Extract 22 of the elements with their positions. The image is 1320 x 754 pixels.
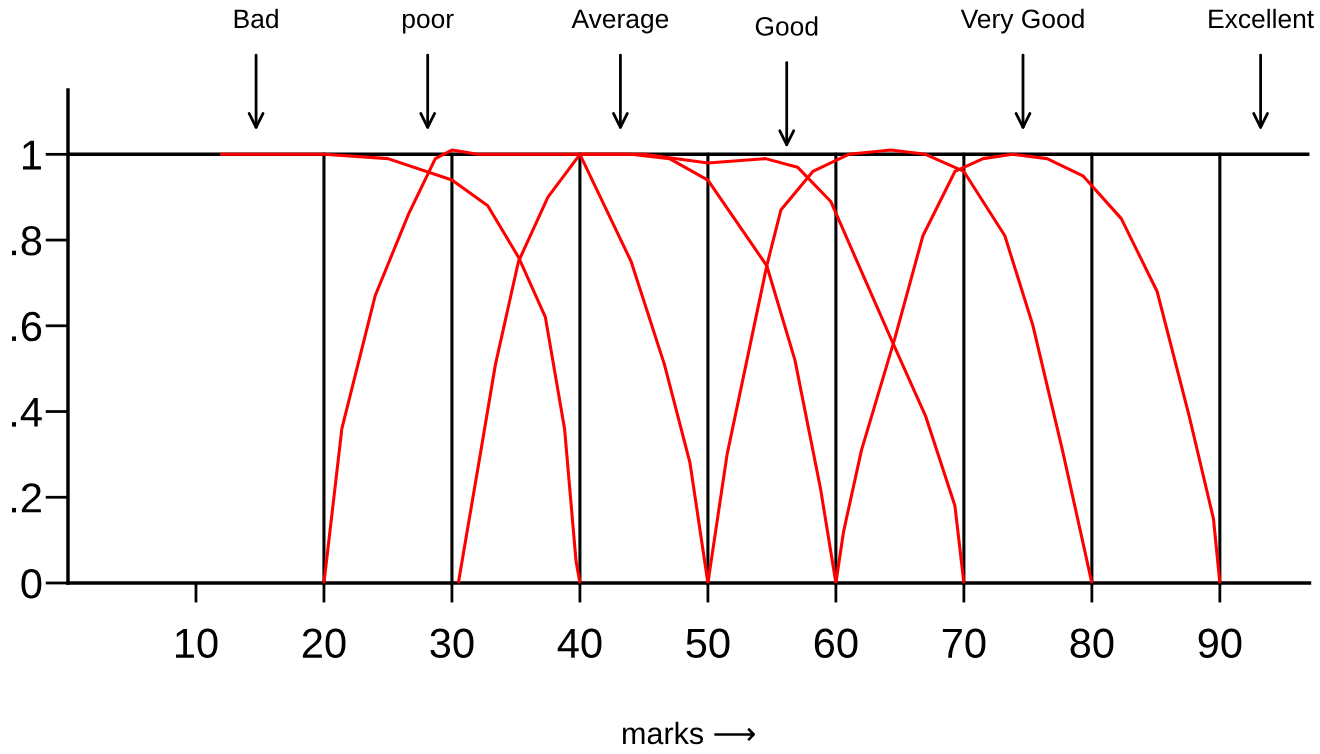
y-tick-label: .4 <box>12 397 42 427</box>
x-tick-label: 40 <box>557 628 602 659</box>
x-tick-label: 50 <box>686 628 730 659</box>
x-tick-label: 10 <box>175 628 218 659</box>
text: Very Good <box>960 8 1084 34</box>
text: Good <box>755 16 818 36</box>
x-tick-label: 30 <box>430 628 474 659</box>
y-tick-label: .2 <box>12 483 41 513</box>
y-tick-label: 0 <box>21 569 42 599</box>
x-tick-label: 80 <box>1070 628 1114 659</box>
y-tick-label: .8 <box>12 226 42 256</box>
y-tick-label: .6 <box>12 311 42 342</box>
x-tick-label: 70 <box>942 628 986 659</box>
x-axis-title: marks ⟶ <box>623 721 755 745</box>
x-tick-label: 90 <box>1198 628 1242 659</box>
text: poor <box>402 13 454 34</box>
x-tick-label: 60 <box>814 628 858 659</box>
y-tick-label: 1 <box>22 140 41 170</box>
text: Excellent <box>1209 8 1314 29</box>
text: Bad <box>234 8 278 29</box>
text: Average <box>571 9 669 34</box>
x-tick-label: 20 <box>302 628 346 659</box>
